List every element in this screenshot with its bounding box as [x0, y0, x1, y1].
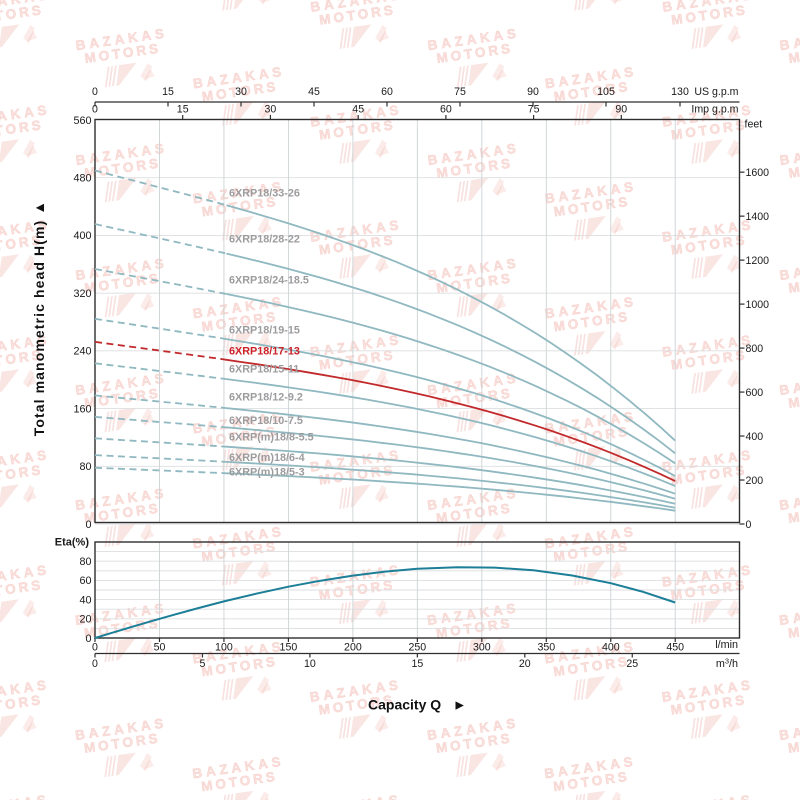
svg-text:0: 0 [746, 519, 752, 531]
svg-text:50: 50 [154, 641, 166, 653]
svg-text:400: 400 [746, 431, 764, 443]
svg-text:60: 60 [381, 86, 393, 98]
svg-text:75: 75 [454, 86, 466, 98]
svg-text:100: 100 [215, 641, 233, 653]
svg-text:6XRP18/33-26: 6XRP18/33-26 [229, 188, 300, 200]
svg-text:m3/h: m3/h [716, 656, 738, 670]
svg-text:350: 350 [537, 641, 555, 653]
svg-text:800: 800 [746, 343, 764, 355]
svg-text:30: 30 [235, 86, 247, 98]
svg-text:15: 15 [162, 86, 174, 98]
svg-text:15: 15 [177, 104, 189, 116]
svg-text:feet: feet [745, 119, 763, 131]
svg-text:0: 0 [92, 86, 98, 98]
svg-text:20: 20 [519, 658, 531, 670]
svg-text:6XRP18/10-7.5: 6XRP18/10-7.5 [229, 415, 303, 427]
svg-text:40: 40 [79, 594, 91, 606]
svg-text:45: 45 [352, 104, 364, 116]
svg-text:US g.p.m: US g.p.m [694, 86, 738, 98]
svg-text:400: 400 [602, 641, 620, 653]
svg-text:80: 80 [79, 461, 91, 473]
svg-text:105: 105 [597, 86, 615, 98]
svg-text:0: 0 [85, 633, 91, 645]
svg-text:Imp g.p.m: Imp g.p.m [691, 104, 738, 116]
svg-text:0: 0 [92, 658, 98, 670]
svg-text:6XRP(m)18/5-3: 6XRP(m)18/5-3 [229, 467, 305, 479]
svg-text:6XRP(m)18/6-4: 6XRP(m)18/6-4 [229, 452, 305, 464]
svg-text:Total manometric head H(m) ▲: Total manometric head H(m) ▲ [31, 200, 47, 437]
svg-text:20: 20 [79, 614, 91, 626]
svg-text:0: 0 [92, 104, 98, 116]
svg-text:60: 60 [440, 104, 452, 116]
svg-text:480: 480 [73, 173, 91, 185]
svg-text:45: 45 [308, 86, 320, 98]
svg-text:200: 200 [344, 641, 362, 653]
svg-text:150: 150 [280, 641, 298, 653]
svg-text:90: 90 [615, 104, 627, 116]
svg-text:560: 560 [73, 115, 91, 127]
svg-text:400: 400 [73, 230, 91, 242]
svg-text:Eta(%): Eta(%) [55, 537, 90, 549]
svg-text:320: 320 [73, 288, 91, 300]
svg-text:6XRP(m)18/8-5.5: 6XRP(m)18/8-5.5 [229, 432, 314, 444]
svg-text:450: 450 [666, 641, 684, 653]
svg-text:200: 200 [746, 475, 764, 487]
svg-text:160: 160 [73, 403, 91, 415]
svg-text:240: 240 [73, 346, 91, 358]
svg-text:6XRP18/12-9.2: 6XRP18/12-9.2 [229, 392, 303, 404]
svg-text:l/min: l/min [715, 639, 738, 651]
svg-text:5: 5 [200, 658, 206, 670]
svg-text:90: 90 [527, 86, 539, 98]
svg-text:6XRP18/19-15: 6XRP18/19-15 [229, 325, 300, 337]
svg-text:80: 80 [79, 556, 91, 568]
svg-text:Capacity Q ►: Capacity Q ► [368, 697, 467, 713]
svg-text:6XRP18/28-22: 6XRP18/28-22 [229, 234, 300, 246]
svg-text:1200: 1200 [746, 255, 770, 267]
svg-text:75: 75 [528, 104, 540, 116]
svg-text:6XRP18/17-13: 6XRP18/17-13 [229, 346, 300, 358]
svg-text:1000: 1000 [746, 299, 770, 311]
svg-text:6XRP18/24-18.5: 6XRP18/24-18.5 [229, 275, 309, 287]
svg-text:300: 300 [473, 641, 491, 653]
svg-text:250: 250 [408, 641, 426, 653]
svg-text:30: 30 [265, 104, 277, 116]
svg-text:0: 0 [85, 519, 91, 531]
svg-text:6XRP18/15-11: 6XRP18/15-11 [229, 364, 299, 376]
svg-text:60: 60 [79, 575, 91, 587]
svg-text:15: 15 [412, 658, 424, 670]
svg-text:130: 130 [671, 86, 689, 98]
svg-text:10: 10 [304, 658, 316, 670]
svg-text:0: 0 [92, 641, 98, 653]
svg-text:25: 25 [626, 658, 638, 670]
svg-text:1600: 1600 [746, 167, 770, 179]
svg-text:1400: 1400 [746, 211, 770, 223]
svg-text:600: 600 [746, 387, 764, 399]
